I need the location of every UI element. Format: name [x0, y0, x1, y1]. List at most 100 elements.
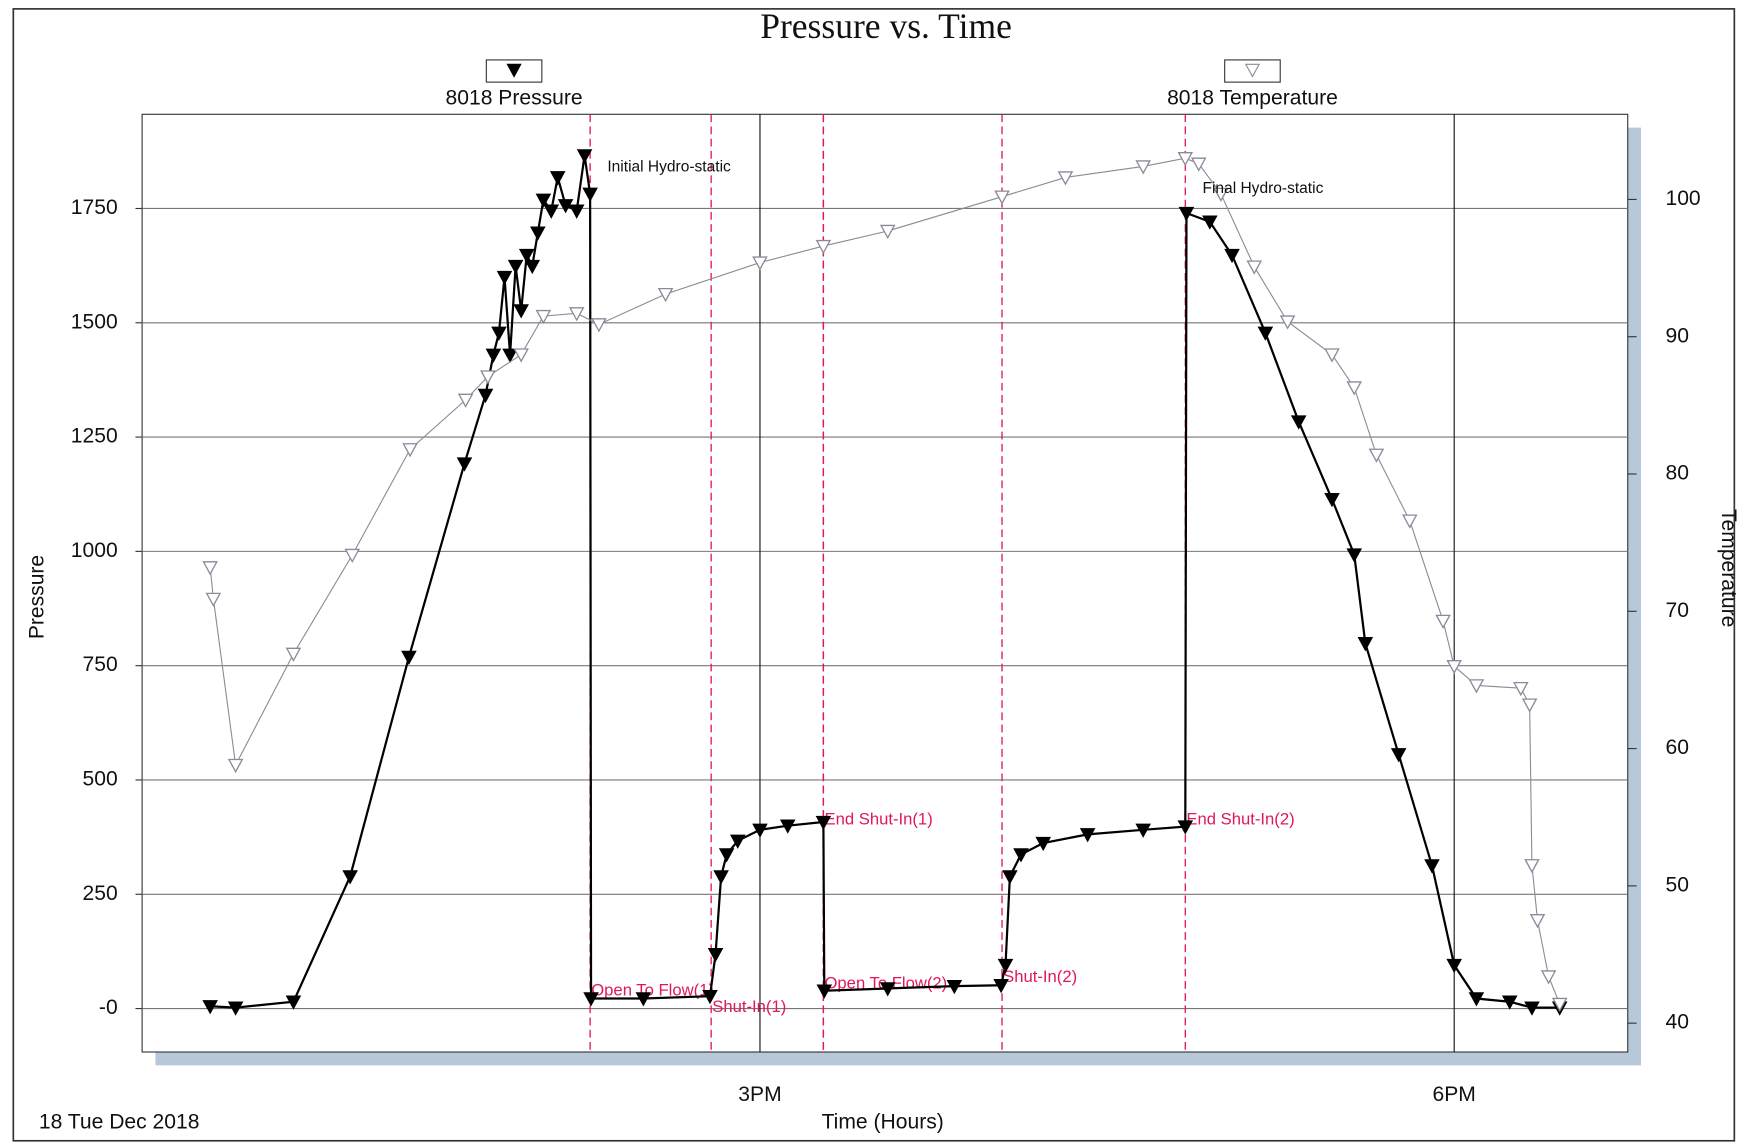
y2-axis-label: Temperature	[1717, 509, 1740, 627]
y2-tick-label: 40	[1665, 1011, 1688, 1034]
marker	[1446, 958, 1462, 974]
marker	[513, 348, 529, 363]
marker	[285, 995, 302, 1010]
marker	[994, 190, 1010, 205]
marker	[993, 979, 1009, 994]
marker	[344, 548, 361, 564]
y2-tick-label: 80	[1665, 462, 1688, 485]
y2-tick-label: 50	[1665, 873, 1688, 896]
marker	[879, 224, 896, 240]
marker	[530, 226, 546, 241]
marker	[543, 204, 560, 219]
marker	[1290, 415, 1307, 430]
legend-marker	[506, 63, 522, 78]
marker	[1468, 679, 1485, 694]
marker	[1446, 659, 1462, 675]
marker	[1202, 215, 1218, 230]
marker	[1468, 992, 1485, 1007]
marker	[816, 984, 833, 999]
marker	[1224, 248, 1240, 264]
x-axis-label: Time (Hours)	[822, 1111, 944, 1134]
marker	[401, 650, 417, 666]
marker	[202, 1000, 218, 1015]
marker	[1013, 848, 1029, 863]
y-tick-label: 1250	[71, 425, 118, 448]
marker	[576, 149, 593, 164]
marker	[1002, 870, 1018, 885]
marker	[480, 370, 496, 385]
y2-tick-label: 90	[1665, 324, 1688, 347]
legend-marker	[1244, 63, 1261, 78]
marker	[457, 393, 474, 408]
marker	[657, 287, 674, 303]
marker	[1551, 997, 1568, 1013]
marker	[1177, 152, 1194, 167]
marker	[702, 990, 718, 1005]
marker	[1324, 348, 1340, 363]
marker	[507, 259, 524, 275]
marker	[752, 256, 768, 271]
y-tick-label: 1500	[71, 310, 118, 333]
marker	[779, 819, 796, 834]
marker	[549, 171, 566, 186]
annotation: Final Hydro-static	[1202, 180, 1323, 197]
marker	[583, 992, 599, 1007]
y-tick-label: 1750	[71, 196, 118, 219]
y-tick-label: 500	[83, 768, 118, 791]
y-axis-label: Pressure	[25, 555, 48, 639]
marker	[1524, 859, 1540, 874]
marker	[815, 239, 832, 255]
outer-frame	[12, 8, 1736, 1142]
y2-tick-label: 70	[1665, 599, 1688, 622]
marker	[1135, 160, 1151, 175]
marker	[1213, 187, 1229, 202]
marker	[227, 758, 244, 774]
marker	[1035, 836, 1051, 852]
marker	[227, 1001, 244, 1016]
legend-label: 8018 Pressure	[446, 86, 583, 109]
marker	[502, 348, 518, 363]
marker	[402, 443, 418, 458]
marker	[1501, 995, 1518, 1010]
marker	[1177, 820, 1194, 835]
marker	[1190, 157, 1207, 172]
marker	[1435, 614, 1451, 629]
marker	[1324, 493, 1340, 508]
marker	[1401, 514, 1418, 529]
marker	[535, 309, 552, 325]
marker	[1368, 448, 1385, 463]
marker	[568, 307, 585, 322]
marker	[1178, 206, 1195, 222]
marker	[1529, 913, 1546, 929]
marker	[729, 834, 746, 849]
marker	[568, 204, 585, 219]
y-tick-label: 1000	[71, 539, 118, 562]
marker	[635, 992, 652, 1007]
marker	[518, 248, 535, 264]
marker	[1057, 171, 1074, 186]
marker	[524, 259, 541, 275]
marker	[1513, 681, 1529, 697]
annotation: Initial Hydro-static	[607, 159, 731, 176]
date-label: 18 Tue Dec 2018	[39, 1111, 200, 1134]
y-tick-label: 750	[83, 653, 118, 676]
marker	[1540, 970, 1557, 985]
marker	[456, 457, 473, 472]
plot-area	[141, 113, 1629, 1053]
marker	[752, 823, 768, 838]
marker	[707, 947, 724, 963]
marker	[485, 348, 502, 363]
marker	[202, 561, 218, 576]
marker	[1346, 381, 1363, 396]
event-label: Open To Flow(1)	[591, 980, 714, 999]
marker	[997, 958, 1014, 974]
marker	[491, 326, 507, 341]
marker	[591, 318, 607, 333]
marker	[1521, 698, 1538, 713]
marker	[815, 815, 832, 831]
marker	[1257, 326, 1274, 341]
marker	[1135, 823, 1151, 838]
marker	[582, 187, 598, 202]
